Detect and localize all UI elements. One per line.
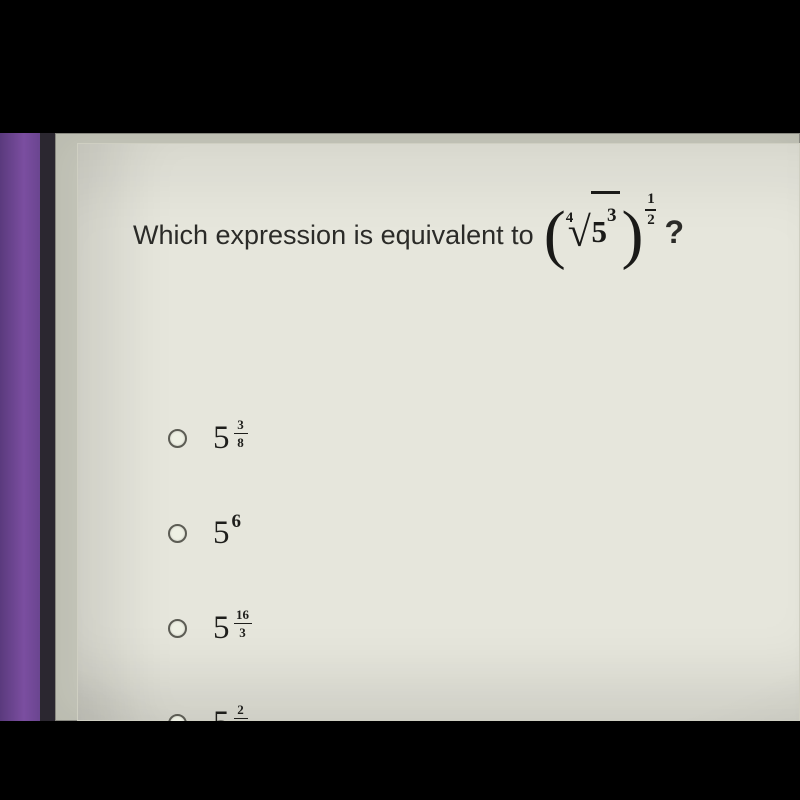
radicand-base: 5 <box>592 214 608 249</box>
radicand: 53 <box>592 214 617 249</box>
fraction-bar <box>234 623 252 625</box>
screenshot-region: Which expression is equivalent to ( 4 √ … <box>0 133 800 721</box>
option-b[interactable]: 5 6 <box>168 515 248 552</box>
question-card: Which expression is equivalent to ( 4 √ … <box>78 144 799 720</box>
option-d-exponent: 2 3 <box>234 703 248 721</box>
option-d-base: 5 <box>213 705 230 721</box>
option-d[interactable]: 5 2 3 <box>168 705 248 721</box>
option-b-math: 5 6 <box>213 515 239 552</box>
radical: 4 √ 53 <box>568 212 620 254</box>
option-c-den: 3 <box>239 626 246 639</box>
option-c-math: 5 16 3 <box>213 610 248 647</box>
right-paren: ) <box>622 209 644 260</box>
option-d-num: 2 <box>237 703 244 716</box>
question-mark: ? <box>664 214 684 251</box>
option-d-math: 5 2 3 <box>213 705 244 721</box>
question-prompt: Which expression is equivalent to <box>133 220 534 251</box>
outer-exp-bar <box>645 209 656 211</box>
option-a-num: 3 <box>237 418 244 431</box>
radio-icon[interactable] <box>168 714 187 721</box>
outer-exp-denominator: 2 <box>647 213 655 228</box>
option-c-exponent: 16 3 <box>234 608 252 639</box>
radicand-exponent: 3 <box>607 205 617 226</box>
option-a-den: 8 <box>237 436 244 449</box>
fraction-bar <box>234 433 248 435</box>
option-b-exponent: 6 <box>232 511 242 533</box>
radio-icon[interactable] <box>168 619 187 638</box>
panel-outer: Which expression is equivalent to ( 4 √ … <box>55 133 800 721</box>
radio-icon[interactable] <box>168 524 187 543</box>
options-list: 5 3 8 5 6 <box>168 420 248 721</box>
option-c-base: 5 <box>213 610 230 647</box>
radical-vinculum: 53 <box>591 191 620 231</box>
radical-index: 4 <box>566 210 574 227</box>
question-expression: ( 4 √ 53 ) 1 2 <box>544 210 684 261</box>
option-c[interactable]: 5 16 3 <box>168 610 248 647</box>
option-a[interactable]: 5 3 8 <box>168 420 248 457</box>
outer-exponent: 1 2 <box>645 192 656 228</box>
left-paren: ( <box>544 209 566 260</box>
option-a-math: 5 3 8 <box>213 420 244 457</box>
sidebar-strip <box>0 133 40 721</box>
option-a-exponent: 3 8 <box>234 418 248 449</box>
radio-icon[interactable] <box>168 429 187 448</box>
option-c-num: 16 <box>236 608 249 621</box>
outer-exp-numerator: 1 <box>647 192 655 207</box>
fraction-bar <box>234 718 248 720</box>
option-a-base: 5 <box>213 420 230 457</box>
option-b-base: 5 <box>213 515 230 552</box>
question-row: Which expression is equivalent to ( 4 √ … <box>133 210 769 261</box>
